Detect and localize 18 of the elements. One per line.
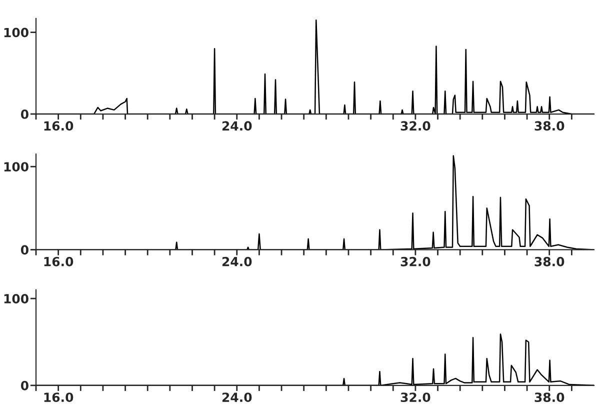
x-tick-label: 32.0 <box>400 392 430 402</box>
y-tick-label: 0 <box>20 245 28 255</box>
x-tick-label: 24.0 <box>222 392 252 402</box>
y-tick-label: 0 <box>20 380 28 390</box>
x-tick-label: 16.0 <box>44 256 74 266</box>
x-tick-label: 16.0 <box>44 392 74 402</box>
x-tick-label: 38.0 <box>534 121 564 131</box>
y-tick-label: 100 <box>4 294 28 304</box>
x-tick-label: 38.0 <box>534 392 564 402</box>
x-tick-label: 32.0 <box>400 256 430 266</box>
y-tick-label: 100 <box>4 28 28 38</box>
y-tick-label: 0 <box>20 109 28 119</box>
x-tick-label: 24.0 <box>222 256 252 266</box>
y-tick-label: 100 <box>4 162 28 172</box>
x-tick-label: 16.0 <box>44 121 74 131</box>
x-tick-label: 38.0 <box>534 256 564 266</box>
x-tick-label: 32.0 <box>400 121 430 131</box>
x-tick-label: 24.0 <box>222 121 252 131</box>
